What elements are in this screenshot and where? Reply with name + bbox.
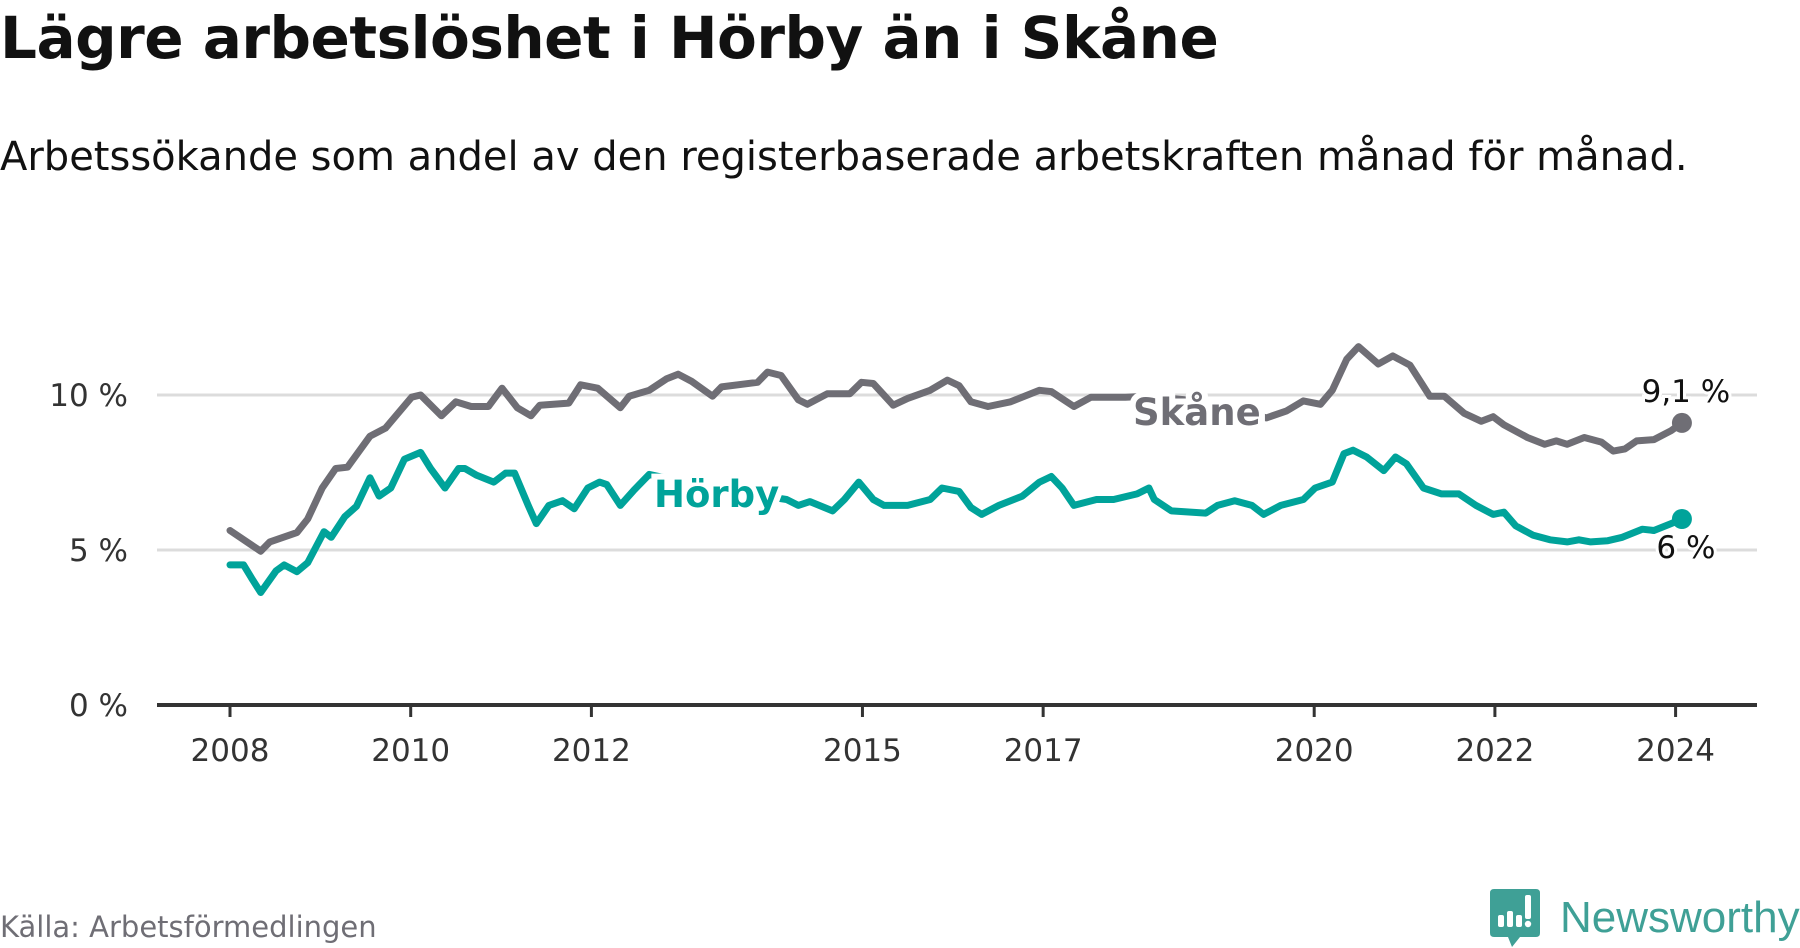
- chart-title: Lägre arbetslöshet i Hörby än i Skåne: [0, 4, 1219, 72]
- y-tick-label: 10 %: [49, 378, 128, 414]
- x-tick-label: 2015: [823, 733, 902, 769]
- end-point-skane: [1671, 412, 1692, 433]
- x-tick-label: 2010: [371, 733, 450, 769]
- x-tick-label: 2024: [1636, 733, 1715, 769]
- x-tick-label: 2017: [1004, 733, 1083, 769]
- x-tick-label: 2020: [1275, 733, 1354, 769]
- newsworthy-logo-text: Newsworthy: [1560, 893, 1800, 942]
- series-lines: [226, 343, 1692, 596]
- end-point-horby: [1671, 509, 1692, 529]
- series-label-horby: Hörby: [654, 473, 779, 516]
- chart-subtitle: Arbetssökande som andel av den registerb…: [0, 134, 1688, 180]
- newsworthy-logo-icon: [1490, 889, 1540, 947]
- y-axis: 0 % 5 % 10 %: [49, 378, 128, 724]
- y-tick-label: 5 %: [69, 533, 128, 569]
- series-line-skane: [226, 343, 1686, 555]
- newsworthy-logo[interactable]: Newsworthy: [1490, 889, 1800, 947]
- x-tick-label: 2012: [552, 733, 631, 769]
- x-tick-label: 2008: [191, 733, 270, 769]
- x-axis: 2008 2010 2012 2015 2017 2020 2022 2024: [157, 703, 1757, 769]
- source-note: Källa: Arbetsförmedlingen: [0, 910, 377, 944]
- series-labels: 9,1 % 6 % Skåne Hörby: [648, 371, 1733, 569]
- x-tick-label: 2022: [1455, 733, 1534, 769]
- series-label-skane: Skåne: [1133, 391, 1261, 434]
- end-value-label-skane: 9,1 %: [1642, 374, 1731, 410]
- end-value-label-horby: 6 %: [1656, 530, 1715, 566]
- y-tick-label: 0 %: [69, 688, 128, 724]
- series-line-horby: [226, 446, 1686, 596]
